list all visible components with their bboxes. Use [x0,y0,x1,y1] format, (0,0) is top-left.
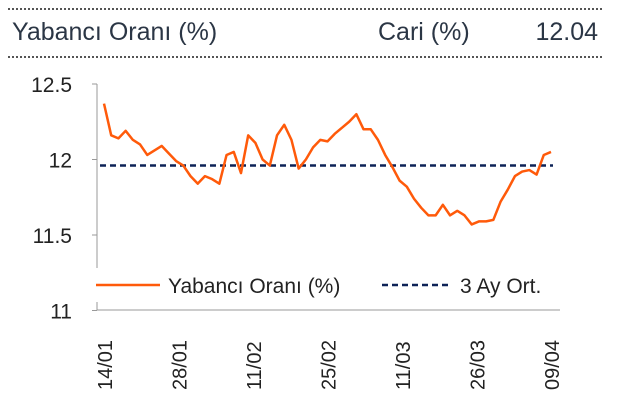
y-tick-label: 12.5 [31,74,72,97]
x-tick-label: 11/03 [393,341,415,390]
x-tick-label: 26/03 [468,340,490,390]
chart-header: Yabancı Oranı (%) Cari (%) 12.04 [8,8,602,58]
legend-label-foreign: Yabancı Oranı (%) [168,275,340,298]
x-tick-label: 14/01 [95,340,117,390]
y-tick-label: 12 [49,150,72,173]
y-tick-label: 11.5 [33,225,72,248]
x-tick-label: 11/02 [244,341,266,390]
y-tick-label: 11 [50,301,72,324]
chart-title: Yabancı Oranı (%) [12,18,218,46]
x-tick-label: 09/04 [542,340,564,390]
legend-label-average: 3 Ay Ort. [460,275,541,298]
legend-box [95,268,565,302]
x-tick-label: 28/01 [170,340,192,390]
current-label: Cari (%) [378,18,470,46]
x-tick-label: 25/02 [319,340,341,390]
current-value: 12.04 [535,18,598,46]
foreign-ratio-line [102,103,552,226]
